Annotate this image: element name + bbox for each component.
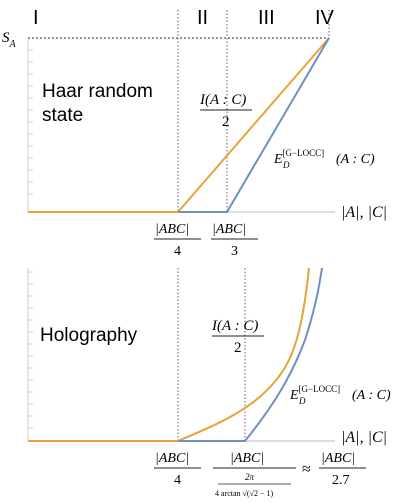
blue-label-subscript: D	[298, 396, 306, 406]
tick-quarter-denominator: 4	[174, 473, 181, 488]
region-label-2: II	[197, 7, 208, 29]
blue-label: E[G−LOCC]	[289, 384, 340, 403]
approx-numerator: |ABC|	[321, 451, 355, 466]
panel-title-line2: state	[42, 105, 83, 126]
approx-denominator: 2.7	[332, 473, 350, 488]
orange-label-denominator: 2	[222, 114, 230, 130]
tick-third-denominator: 3	[231, 244, 238, 259]
blue-label-subscript: D	[282, 160, 290, 170]
y-axis-label: SA	[2, 30, 17, 50]
region-label-4: IV	[315, 7, 335, 29]
orange-label: I(A : C)	[211, 318, 258, 334]
panel-title: Holography	[40, 325, 138, 346]
blue-curve	[178, 267, 323, 442]
bottom-panel: Holography I(A : C) 2 E[G−LOCC] D (A : C…	[27, 267, 391, 498]
blue-curve	[178, 37, 330, 213]
tick-quarter-numerator: |ABC|	[155, 451, 189, 466]
y-axis-ticks	[28, 49, 33, 195]
blue-label-argument: (A : C)	[336, 152, 375, 167]
tick-holo-numerator: |ABC|	[230, 451, 264, 466]
blue-label: E[G−LOCC]	[273, 148, 324, 167]
x-axis-label: |A|, |C|	[341, 204, 387, 221]
blue-label-argument: (A : C)	[352, 388, 391, 403]
y-axis-ticks	[28, 271, 33, 429]
orange-label: I(A : C)	[199, 92, 246, 108]
tick-holo-den-bottom: 4 arctan √(√2 − 1)	[215, 489, 273, 498]
tick-quarter-numerator: |ABC|	[155, 222, 189, 237]
tick-third-numerator: |ABC|	[212, 222, 246, 237]
region-label-3: III	[258, 7, 275, 29]
top-panel: I II III IV SA Haar random state I(A : C…	[2, 7, 387, 259]
orange-label-denominator: 2	[234, 340, 242, 356]
approx-symbol: ≈	[302, 461, 311, 478]
panel-title-line1: Haar random	[42, 81, 153, 102]
orange-curve	[28, 267, 310, 442]
region-label-1: I	[33, 7, 39, 29]
tick-holo-den-top: 2π	[245, 472, 255, 482]
tick-quarter-denominator: 4	[174, 244, 181, 259]
x-axis-label: |A|, |C|	[341, 429, 387, 446]
